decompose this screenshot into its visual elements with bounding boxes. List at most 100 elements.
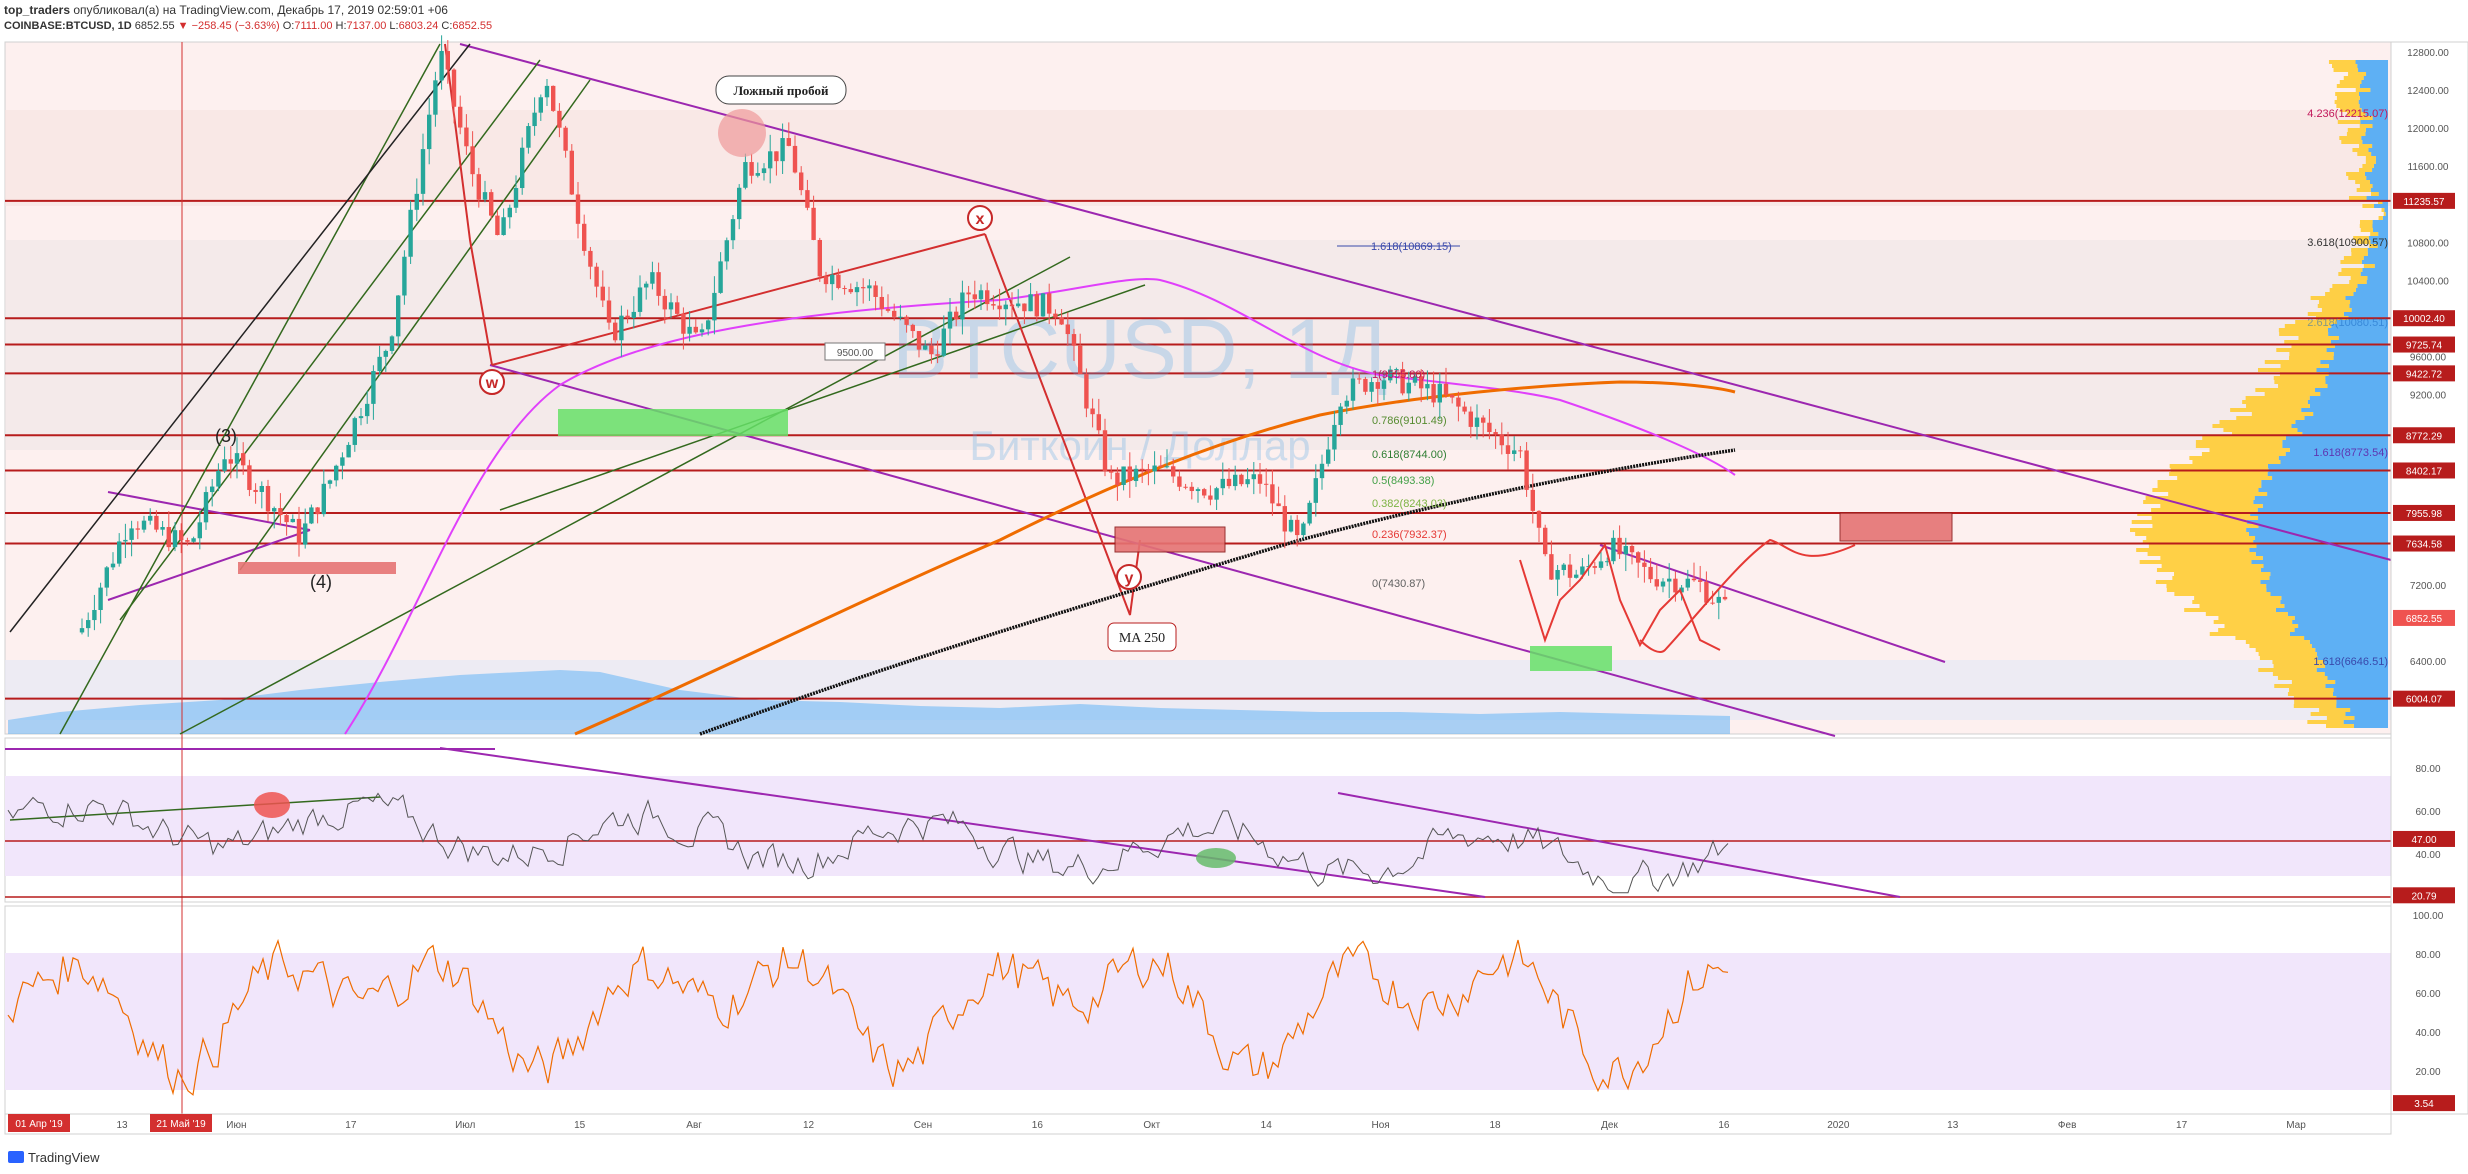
price-box-callout: 9500.00 [824,342,886,361]
vp-bar-yellow [2365,156,2376,160]
candle-body [1053,313,1058,318]
candle-body [507,207,512,218]
time-axis[interactable] [4,1113,2392,1135]
vp-bar-yellow [2151,516,2259,520]
candle-body [222,459,227,471]
price-change: −258.45 (−3.63%) [191,20,280,32]
tradingview-logo-icon [8,1151,24,1163]
price-axis[interactable] [2390,41,2468,1115]
candle-body [706,320,711,330]
candle-body [780,138,785,162]
candle-body [848,289,853,293]
vp-bar-yellow [2249,644,2312,648]
vp-bar-blue [2366,72,2388,76]
vp-bar-yellow [2348,196,2367,200]
false-breakout-text: Ложный пробой [734,83,829,98]
vp-bar-blue [2361,136,2388,140]
green-trend-3 [179,256,1071,735]
vp-bar-yellow [2348,72,2367,76]
candle-body [569,150,574,195]
vp-bar-yellow [2317,304,2350,308]
vp-bar-yellow [2202,436,2286,440]
candle-body [1220,478,1225,489]
channel-short-line [107,491,311,531]
vp-bar-yellow [2353,236,2369,240]
vp-bar-yellow [2343,256,2364,260]
vp-bar-blue [2250,512,2388,516]
vp-bar-yellow [2242,400,2308,404]
vp-bar-blue [2256,544,2388,548]
high-label: H: [335,20,347,32]
rsi-green-marker [1196,848,1236,868]
vp-bar-blue [2258,516,2388,520]
candle-body [1350,378,1356,401]
price-tag-text: 9725.74 [2406,341,2443,352]
candle-body [954,311,959,320]
ma-orange [574,380,1736,736]
time-cursor-tag [150,1114,212,1132]
candle-body [1660,581,1666,587]
vp-bar-blue [2343,720,2388,724]
candle-body [141,520,147,530]
price-tag [2393,427,2455,444]
vp-bar-blue [2366,196,2388,200]
vp-bar-blue [2361,108,2388,112]
candle-body [309,507,314,524]
vp-bar-yellow [2346,132,2366,136]
candle-body [1208,495,1213,500]
vp-bar-yellow [2332,284,2358,288]
tradingview-brand[interactable]: TradingView [8,1150,100,1165]
vp-bar-blue [2372,116,2388,120]
vp-bar-blue [2269,576,2388,580]
candle-body [470,146,475,175]
symbol-label[interactable]: COINBASE:BTCUSD, 1D [4,20,132,32]
candle-body [1685,578,1690,588]
candle-body [1679,587,1684,593]
price-tag [2393,192,2455,209]
candle-body [253,489,258,492]
vp-bar-yellow [2137,512,2251,516]
price-tick-label: 12400.00 [2407,86,2449,97]
candle-body [749,162,754,176]
vp-bar-blue [2258,488,2388,492]
time-label: Авг [686,1120,702,1131]
vp-bar-blue [2328,332,2388,336]
candle-body [1388,369,1393,381]
candle-body [1270,484,1275,504]
candle-body [513,188,519,208]
vp-bar-blue [2309,404,2388,408]
candle-body [1177,476,1182,487]
vp-bar-yellow [2209,632,2290,636]
vp-bar-blue [2369,180,2388,184]
vp-bar-blue [2359,84,2388,88]
vp-bar-yellow [2381,208,2385,212]
vp-bar-yellow [2359,224,2373,228]
vp-bar-yellow [2258,652,2317,656]
vp-bar-yellow [2146,536,2256,540]
vp-bar-blue [2370,188,2388,192]
author-name[interactable]: top_traders [4,3,71,17]
vp-bar-yellow [2377,200,2383,204]
candle-body [1716,596,1721,603]
vp-bar-yellow [2340,260,2362,264]
rsi-red-marker [254,792,290,818]
fib-1618-top: 1.618(10869.15) [1371,241,1452,253]
vp-bar-yellow [2236,416,2305,420]
vp-bar-yellow [2279,332,2329,336]
black-trend [9,43,471,633]
candle-body [86,620,91,629]
vp-bar-yellow [2291,344,2335,348]
vp-bar-blue [2351,308,2388,312]
candle-body [935,354,940,356]
stoch-tag-text: 3.54 [2414,1099,2434,1110]
candle-body [303,523,308,545]
rsi-tag-text: 47.00 [2411,835,2436,846]
vp-bar-blue [2333,688,2388,692]
candle-body [241,453,246,466]
candle-body [985,290,990,305]
close-value: 6852.55 [452,20,493,32]
vp-bar-yellow [2298,336,2339,340]
candle-body [340,457,345,466]
vp-bar-yellow [2370,232,2379,236]
